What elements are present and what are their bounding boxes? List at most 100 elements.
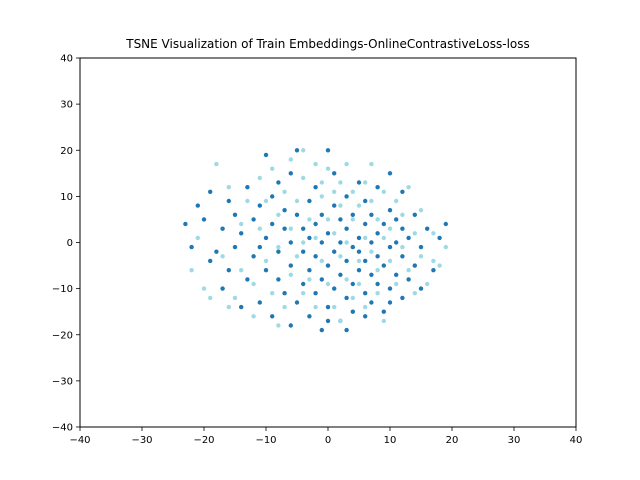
scatter-point-series-1 [288, 323, 293, 328]
scatter-point-series-1 [412, 263, 417, 268]
scatter-point-series-1 [195, 203, 200, 208]
scatter-point-series-2 [375, 291, 380, 296]
scatter-point-series-2 [226, 304, 231, 310]
scatter-point-series-1 [307, 268, 312, 273]
y-tick-label: −30 [52, 376, 73, 387]
scatter-point-series-2 [437, 263, 442, 268]
scatter-point-series-1 [325, 318, 331, 324]
scatter-point-series-1 [325, 148, 331, 153]
scatter-point-series-1 [363, 314, 368, 319]
scatter-point-series-1 [294, 148, 300, 153]
x-tick-label: −20 [193, 435, 214, 446]
scatter-point-series-2 [443, 244, 448, 250]
scatter-point-series-1 [387, 171, 393, 176]
scatter-point-series-1 [381, 221, 386, 227]
scatter-point-series-1 [294, 300, 300, 305]
scatter-point-series-1 [232, 212, 238, 217]
scatter-point-series-2 [263, 258, 269, 264]
scatter-point-series-2 [288, 226, 293, 231]
scatter-point-series-1 [282, 226, 287, 231]
scatter-point-series-1 [325, 304, 331, 310]
scatter-point-series-2 [276, 244, 281, 250]
scatter-point-series-2 [319, 194, 324, 199]
scatter-point-series-1 [363, 198, 368, 204]
scatter-point-series-1 [276, 277, 281, 282]
scatter-point-series-2 [363, 304, 368, 310]
scatter-point-series-1 [338, 272, 343, 277]
scatter-point-series-1 [251, 217, 256, 222]
scatter-point-series-2 [288, 272, 293, 277]
scatter-point-series-2 [381, 189, 386, 194]
scatter-point-series-1 [332, 286, 337, 291]
scatter-point-series-1 [319, 277, 324, 282]
scatter-point-series-1 [301, 281, 306, 287]
scatter-point-series-2 [381, 318, 386, 324]
scatter-point-series-2 [375, 268, 380, 273]
scatter-point-series-1 [375, 231, 380, 236]
scatter-point-series-1 [406, 277, 411, 282]
scatter-point-series-2 [307, 217, 312, 222]
scatter-point-series-2 [418, 254, 424, 259]
scatter-point-series-1 [406, 235, 411, 241]
scatter-point-series-1 [294, 212, 300, 217]
scatter-point-series-2 [214, 161, 219, 167]
scatter-point-series-2 [406, 268, 411, 273]
scatter-point-series-1 [356, 249, 362, 254]
scatter-point-series-1 [350, 212, 355, 217]
scatter-point-series-2 [350, 217, 355, 222]
scatter-point-series-1 [288, 263, 293, 268]
scatter-point-series-2 [425, 281, 430, 287]
scatter-point-series-2 [257, 226, 262, 231]
scatter-point-series-1 [356, 235, 362, 241]
scatter-point-series-1 [400, 254, 405, 259]
scatter-point-series-2 [325, 166, 331, 171]
scatter-point-series-1 [307, 198, 312, 204]
scatter-point-series-1 [350, 281, 355, 287]
scatter-point-series-2 [282, 304, 287, 310]
x-tick-label: −10 [255, 435, 276, 446]
scatter-point-series-2 [226, 185, 231, 190]
x-tick-label: 0 [325, 435, 331, 446]
scatter-point-series-1 [288, 171, 293, 176]
scatter-point-series-2 [350, 295, 355, 301]
scatter-point-series-2 [239, 221, 244, 227]
scatter-point-series-1 [276, 249, 281, 254]
scatter-point-series-1 [257, 244, 262, 250]
scatter-point-series-1 [394, 272, 399, 277]
scatter-point-series-2 [356, 258, 362, 264]
scatter-point-series-2 [332, 231, 337, 236]
scatter-point-series-1 [307, 314, 312, 319]
scatter-point-series-2 [394, 198, 399, 204]
scatter-point-series-1 [344, 258, 349, 264]
scatter-points [183, 148, 448, 333]
scatter-point-series-1 [239, 304, 244, 310]
scatter-point-series-1 [394, 240, 399, 245]
scatter-point-series-1 [183, 221, 188, 227]
y-tick-label: −10 [52, 284, 73, 295]
scatter-point-series-2 [270, 291, 275, 296]
y-tick-label: 20 [60, 146, 73, 157]
scatter-point-series-1 [338, 240, 343, 245]
axes: −40 −30 −20 −10 0 10 20 30 40 −40 −30 −20 −10 0 10 20 30… [52, 54, 582, 447]
scatter-point-series-2 [319, 258, 324, 264]
scatter-point-series-1 [332, 171, 337, 176]
scatter-point-series-2 [257, 175, 262, 181]
plot-frame [79, 57, 577, 428]
scatter-point-series-1 [313, 221, 318, 227]
scatter-point-series-1 [282, 291, 287, 296]
scatter-point-series-1 [418, 244, 424, 250]
scatter-point-series-1 [263, 152, 269, 158]
scatter-point-series-1 [356, 268, 362, 273]
scatter-point-series-1 [270, 194, 275, 199]
scatter-point-series-2 [301, 148, 306, 153]
scatter-point-series-2 [251, 281, 256, 287]
x-tick-label: 20 [446, 435, 459, 446]
scatter-point-series-2 [270, 166, 275, 171]
scatter-point-series-2 [356, 281, 362, 287]
scatter-point-series-1 [220, 286, 225, 291]
scatter-point-series-2 [418, 208, 424, 213]
scatter-point-series-1 [301, 226, 306, 231]
scatter-point-series-2 [412, 291, 417, 296]
scatter-point-series-1 [319, 212, 324, 217]
